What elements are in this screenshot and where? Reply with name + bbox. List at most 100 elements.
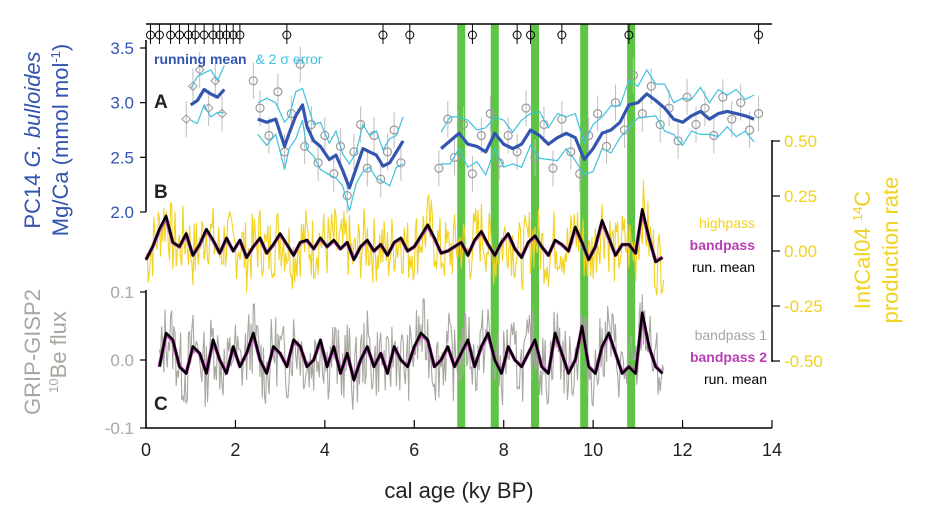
mgca-point: [255, 103, 265, 113]
production-axis-ticks: 0.50 0.25 0.00 -0.25 -0.50: [772, 132, 823, 371]
beflux-axis-title: GRIP-GISP2 10Be flux: [20, 289, 71, 415]
x-axis-title: cal age (ky BP): [384, 478, 533, 503]
mgca-point: [273, 87, 283, 97]
mgca-running-mean-series: [189, 87, 755, 190]
highlight-band-5: [627, 24, 636, 428]
mgca-point: [356, 119, 366, 130]
mgca-running-mean-0: [189, 87, 226, 107]
mgca-point: [682, 92, 692, 102]
mgca-point: [548, 163, 558, 173]
be-title-line1: GRIP-GISP2: [20, 289, 45, 415]
production-axis-title: IntCal04 14C production rate: [850, 177, 903, 324]
mgca-title-end: ): [48, 44, 73, 51]
mgca-point: [610, 98, 621, 108]
mgca-point: [396, 158, 406, 168]
mgca-point: [295, 59, 305, 70]
prod-tick-label: 0.25: [784, 187, 817, 206]
x-tick-label: 12: [673, 440, 693, 460]
svg-text:IntCal04 14C: IntCal04 14C: [850, 191, 875, 310]
mgca-point: [584, 130, 594, 141]
legend-c-bandpass2: bandpass 2: [690, 349, 767, 365]
age-control-markers: [145, 24, 764, 44]
x-tick-label: 14: [762, 440, 782, 460]
beflux-axis-ticks: 0.1 0.0 -0.1: [105, 283, 146, 438]
mgca-running-mean-2: [440, 92, 755, 162]
c14-running-mean-series: [144, 208, 664, 264]
be-tick-label: 0.0: [110, 351, 134, 370]
mgca-error-envelope: [190, 65, 755, 212]
mgca-title-species: G. bulloides: [20, 51, 45, 167]
x-tick-label: 0: [141, 440, 151, 460]
x-axis-ticks: 0 2 4 6 8 10 12 14: [141, 420, 782, 460]
legend-a-running-mean: running mean: [154, 51, 247, 67]
legend-a: running mean & 2 σ error: [154, 51, 323, 67]
mgca-point: [335, 141, 346, 151]
legend-c-runmean: run. mean: [704, 371, 767, 387]
mgca-point: [313, 158, 323, 168]
mgca-error-upper-2: [440, 68, 755, 145]
mgca-point: [753, 108, 764, 119]
be-flux-running-mean-series: [158, 311, 664, 382]
mgca-point: [646, 81, 656, 91]
mgca-point: [700, 103, 710, 113]
mgca-point: [362, 163, 372, 173]
mgca-error-lower-1: [257, 119, 404, 212]
mgca-point: [382, 147, 393, 157]
mgca-axis-ticks: 2.0 2.5 3.0 3.5: [110, 39, 146, 222]
mgca-point: [593, 108, 603, 119]
be-tick-label: 0.1: [110, 283, 134, 302]
mgca-point: [709, 130, 719, 141]
mgca-point: [727, 114, 737, 124]
mgca-point-diamond: [194, 64, 205, 75]
svg-text:PC14 G. bulloides: PC14 G. bulloides: [20, 51, 45, 228]
mgca-point: [449, 152, 460, 162]
mgca-point-diamond: [210, 75, 221, 86]
mgca-point: [376, 174, 386, 184]
c14-highpass-line: [145, 180, 665, 296]
mgca-error-lower-0: [190, 103, 225, 125]
prod-title-end: C: [850, 191, 875, 207]
c14-running-mean-line: [144, 208, 664, 264]
mgca-point-diamond: [181, 114, 192, 125]
prod-title-prefix: IntCal04: [850, 221, 875, 309]
be-tick-label: -0.1: [105, 419, 134, 438]
mgca-axis-title: PC14 G. bulloides Mg/Ca (mmol mol-1): [20, 44, 73, 236]
highlight-band-4: [580, 24, 589, 428]
mgca-title-units: Mg/Ca (mmol mol: [48, 63, 73, 237]
highlight-band-3: [531, 24, 540, 428]
mgca-point: [736, 98, 746, 108]
legend-b-highpass: highpass: [699, 215, 755, 231]
panel-label-c: C: [154, 394, 168, 415]
be-title-sup: 10: [46, 378, 61, 392]
x-tick-label: 8: [499, 440, 509, 460]
mgca-point: [745, 125, 755, 135]
prod-tick-label: 0.50: [784, 132, 817, 151]
mgca-point: [485, 108, 495, 119]
mgca-tick-label: 2.5: [110, 148, 134, 167]
x-tick-label: 4: [320, 440, 330, 460]
highlight-band-1: [457, 24, 466, 428]
prod-tick-label: -0.25: [784, 297, 823, 316]
mgca-point: [467, 169, 478, 179]
mgca-point: [300, 141, 310, 151]
legend-a-amp: & 2: [255, 51, 276, 67]
mgca-raw-points: [181, 46, 764, 214]
legend-a-error: error: [293, 51, 323, 67]
panel-label-a: A: [154, 92, 168, 113]
svg-text:Mg/Ca (mmol mol-1): Mg/Ca (mmol mol-1): [48, 44, 73, 236]
mgca-point: [434, 163, 444, 173]
mgca-point: [566, 147, 576, 157]
mgca-tick-label: 3.5: [110, 39, 134, 58]
legend-b-bandpass: bandpass: [690, 237, 756, 253]
be-running-mean-line: [158, 311, 664, 382]
mgca-point: [619, 125, 630, 135]
x-tick-label: 6: [409, 440, 419, 460]
mgca-point: [655, 119, 665, 130]
x-tick-label: 10: [583, 440, 603, 460]
prod-title-sup: 14: [850, 207, 865, 221]
mgca-error-lower-2: [441, 115, 755, 177]
prod-tick-label: -0.50: [784, 352, 823, 371]
mgca-point: [503, 130, 513, 141]
mgca-point: [458, 119, 469, 130]
mgca-point-diamond: [217, 108, 227, 119]
